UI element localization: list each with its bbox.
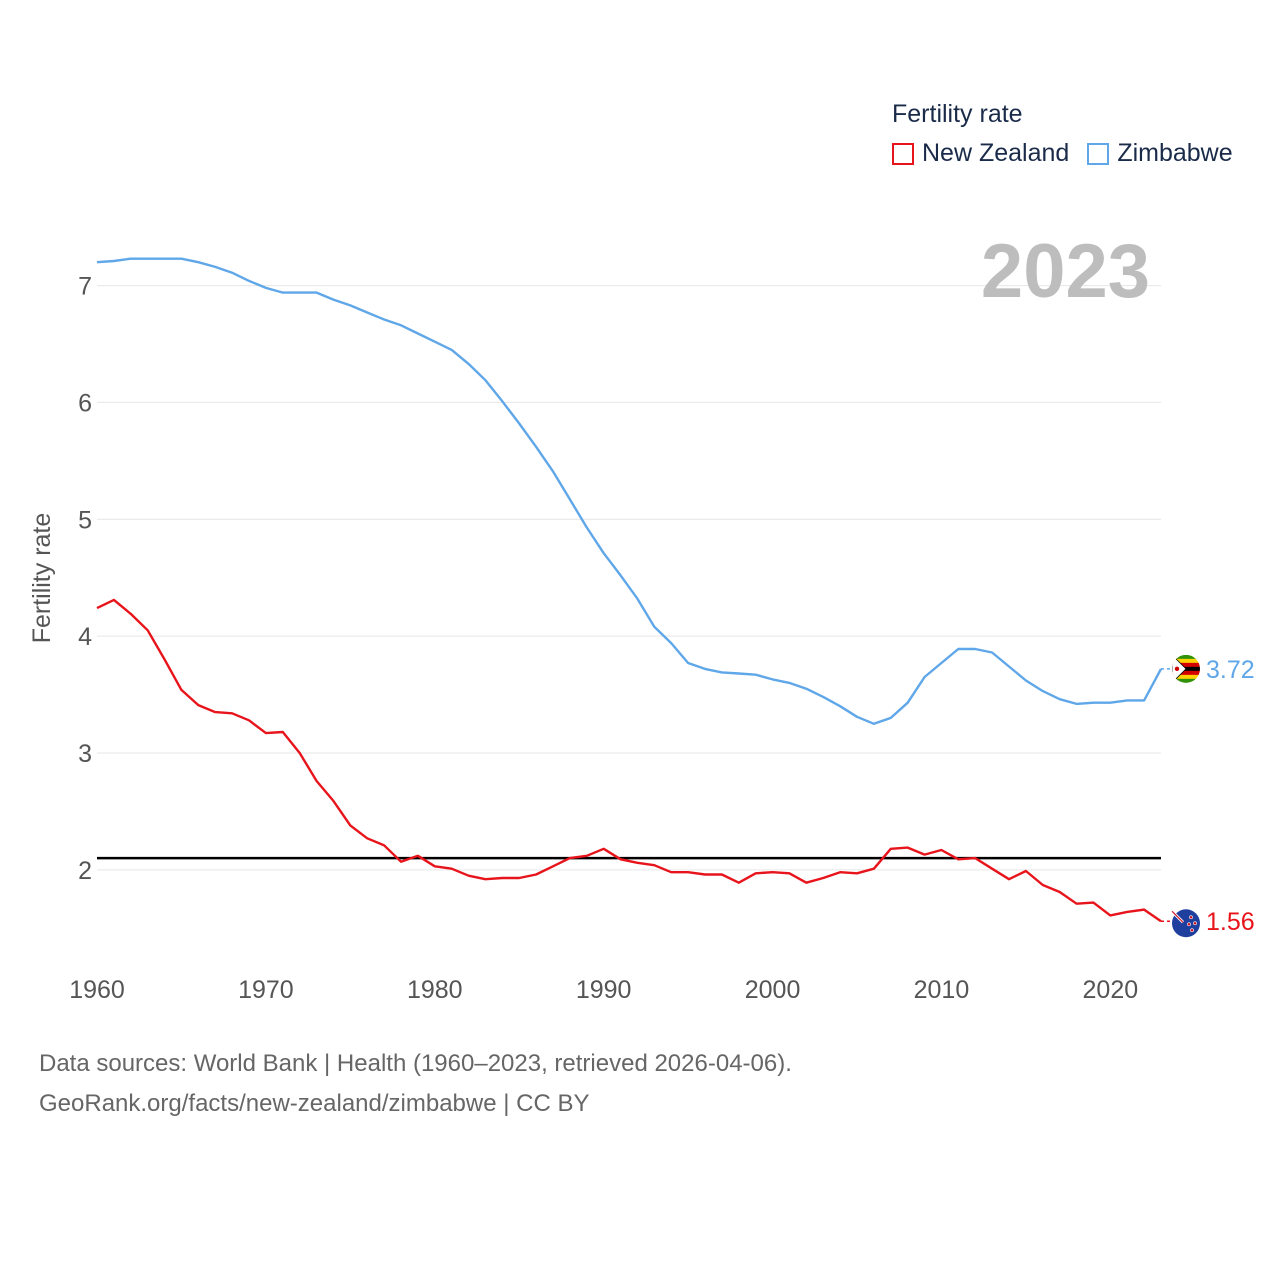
flag-nz-union-red bbox=[1171, 910, 1184, 923]
x-tick-1990: 1990 bbox=[576, 976, 632, 1004]
legend: Fertility rate New Zealand Zimbabwe bbox=[892, 100, 1251, 168]
x-tick-1970: 1970 bbox=[238, 976, 294, 1004]
flag-zw-stripe-0 bbox=[1172, 654, 1200, 660]
y-tick-2: 2 bbox=[78, 857, 92, 885]
y-tick-6: 6 bbox=[78, 389, 92, 417]
y-tick-4: 4 bbox=[78, 623, 92, 651]
y-axis-label: Fertility rate bbox=[28, 513, 56, 644]
end-value-label-zimbabwe: 3.72 bbox=[1206, 656, 1255, 684]
x-tick-1980: 1980 bbox=[407, 976, 463, 1004]
x-tick-labels: 1960 1970 1980 1990 2000 2010 2020 bbox=[69, 976, 1138, 1004]
flag-nz-star-2 bbox=[1187, 922, 1191, 927]
y-tick-5: 5 bbox=[78, 506, 92, 534]
footer: Data sources: World Bank | Health (1960–… bbox=[39, 1044, 792, 1124]
legend-title: Fertility rate bbox=[892, 100, 1023, 128]
current-year-label: 2023 bbox=[980, 229, 1150, 314]
data-sources-text: Data sources: World Bank | Health (1960–… bbox=[39, 1050, 792, 1077]
end-value-label-new-zealand: 1.56 bbox=[1206, 908, 1255, 936]
legend-items: New Zealand Zimbabwe bbox=[892, 139, 1251, 168]
flag-new-zealand-icon bbox=[1170, 909, 1200, 938]
series-lines bbox=[96, 257, 1163, 923]
flag-zw-stripe-1 bbox=[1172, 658, 1200, 664]
legend-swatch-zimbabwe bbox=[1087, 142, 1110, 165]
flag-zw-body bbox=[1172, 654, 1200, 683]
series-line-new-zealand bbox=[96, 598, 1162, 923]
y-tick-7: 7 bbox=[78, 273, 92, 301]
flag-nz-star-1 bbox=[1193, 921, 1197, 926]
series-line-zimbabwe bbox=[96, 257, 1163, 725]
flag-zw-stripe-6 bbox=[1172, 678, 1200, 683]
legend-label-zimbabwe: Zimbabwe bbox=[1117, 139, 1233, 167]
legend-swatch-new-zealand bbox=[892, 142, 914, 165]
flag-nz-star-0 bbox=[1189, 915, 1193, 920]
flag-zw-star bbox=[1174, 666, 1180, 672]
x-tick-2020: 2020 bbox=[1083, 976, 1139, 1004]
flag-zw-stripe-2 bbox=[1172, 662, 1200, 668]
x-tick-2010: 2010 bbox=[914, 976, 970, 1004]
end-markers: 1.56 3.72 bbox=[1161, 654, 1255, 938]
legend-label-new-zealand: New Zealand bbox=[922, 139, 1070, 167]
flag-zw-stripe-4 bbox=[1172, 670, 1200, 676]
flag-nz-star-3 bbox=[1190, 928, 1194, 933]
legend-item-new-zealand[interactable]: New Zealand bbox=[892, 139, 1069, 168]
x-tick-1960: 1960 bbox=[69, 976, 125, 1004]
legend-item-zimbabwe[interactable]: Zimbabwe bbox=[1087, 139, 1233, 168]
source-link-text[interactable]: GeoRank.org/facts/new-zealand/zimbabwe |… bbox=[39, 1090, 590, 1117]
gridlines bbox=[97, 285, 1161, 871]
y-tick-labels: 2 3 4 5 6 7 bbox=[78, 273, 92, 885]
flag-zimbabwe-icon bbox=[1172, 654, 1200, 683]
x-tick-2000: 2000 bbox=[745, 976, 801, 1004]
y-tick-3: 3 bbox=[78, 740, 92, 768]
flag-zw-stripe-5 bbox=[1172, 674, 1200, 680]
